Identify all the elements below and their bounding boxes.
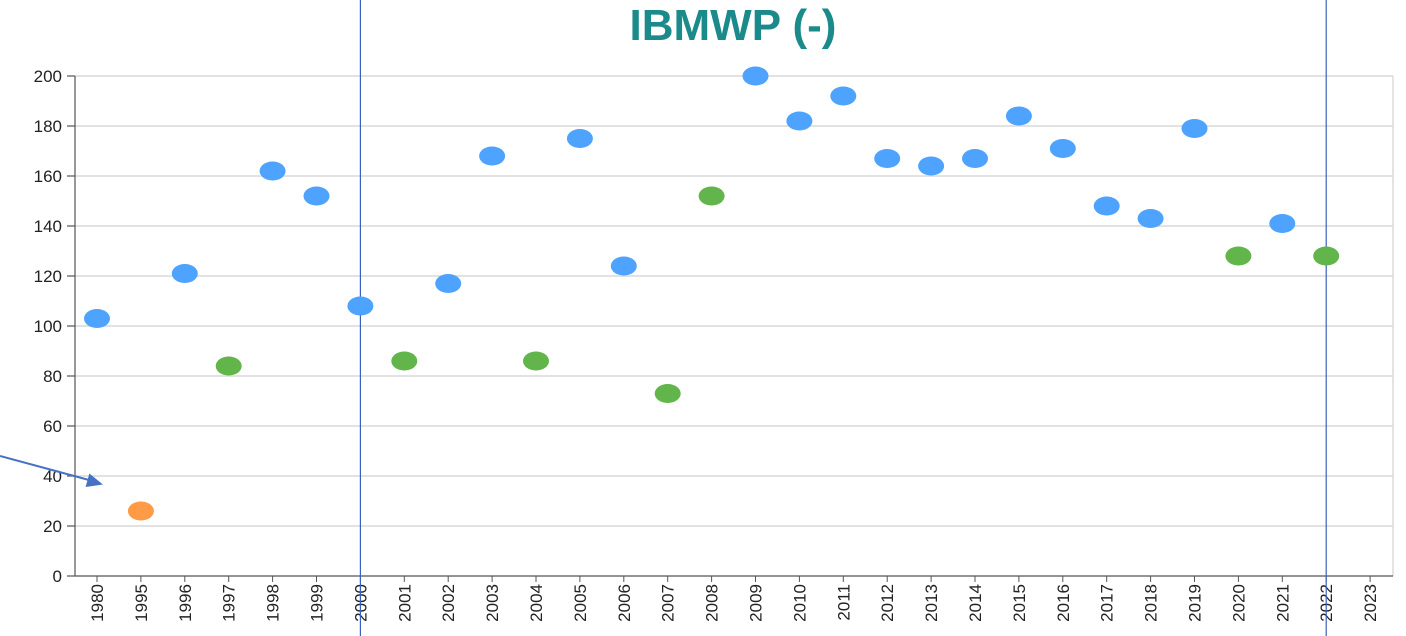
data-point-2006 bbox=[610, 256, 637, 276]
data-point-2016 bbox=[1049, 139, 1076, 158]
x-tick-label: 1998 bbox=[264, 584, 283, 622]
x-tick-label: 2016 bbox=[1054, 584, 1073, 622]
gridlines bbox=[75, 75, 1394, 576]
data-point-2001 bbox=[391, 351, 418, 371]
x-tick-label: 2004 bbox=[527, 584, 546, 622]
x-tick-label: 2019 bbox=[1186, 584, 1205, 622]
data-point-2019 bbox=[1181, 119, 1208, 138]
data-point-2015 bbox=[1005, 106, 1032, 126]
y-tick-label: 0 bbox=[53, 567, 62, 586]
y-tick-label: 100 bbox=[34, 317, 62, 336]
x-tick-label: 2006 bbox=[615, 584, 634, 622]
y-tick-label: 120 bbox=[34, 267, 62, 286]
data-point-2000 bbox=[347, 296, 374, 316]
data-point-2018 bbox=[1137, 209, 1164, 228]
x-tick-label: 2013 bbox=[922, 584, 941, 622]
data-point-1997 bbox=[215, 356, 242, 376]
data-point-2007 bbox=[654, 384, 681, 403]
y-tick-label: 140 bbox=[34, 217, 62, 236]
data-point-2011 bbox=[830, 86, 857, 106]
y-tick-label: 60 bbox=[43, 417, 62, 436]
x-tick-label: 2005 bbox=[571, 584, 590, 622]
x-tick-label: 2001 bbox=[395, 584, 414, 622]
x-tick-label: 2008 bbox=[703, 584, 722, 622]
data-point-1996 bbox=[171, 264, 198, 283]
data-point-2002 bbox=[435, 274, 462, 293]
data-point-2017 bbox=[1093, 196, 1120, 216]
annotations bbox=[0, 455, 103, 487]
x-tick-label: 1996 bbox=[176, 584, 195, 622]
data-point-1980 bbox=[84, 309, 110, 328]
x-tick-label: 1997 bbox=[220, 584, 239, 622]
x-tick-label: 2023 bbox=[1361, 584, 1380, 622]
x-tick-label: 2011 bbox=[834, 584, 853, 621]
data-point-2012 bbox=[874, 149, 901, 168]
y-tick-label: 20 bbox=[43, 517, 62, 536]
data-point-2004 bbox=[523, 351, 549, 371]
x-tick-label: 2017 bbox=[1098, 584, 1117, 622]
y-tick-label: 180 bbox=[34, 117, 62, 136]
annotation-arrow-head bbox=[85, 473, 103, 487]
chart-title: IBMWP (-) bbox=[630, 1, 837, 50]
data-point-2003 bbox=[479, 146, 506, 166]
x-tick-label: 2021 bbox=[1273, 584, 1292, 622]
data-point-1995 bbox=[127, 501, 154, 521]
data-point-2014 bbox=[962, 149, 988, 168]
x-tick-label: 2007 bbox=[659, 584, 678, 622]
data-point-2008 bbox=[698, 186, 725, 206]
data-point-2020 bbox=[1225, 246, 1252, 266]
x-tick-label: 2002 bbox=[439, 584, 458, 622]
x-tick-label: 2014 bbox=[966, 584, 985, 622]
data-point-1998 bbox=[259, 161, 286, 181]
x-tick-label: 2009 bbox=[747, 584, 766, 622]
data-point-2022 bbox=[1313, 246, 1340, 266]
x-tick-label: 1995 bbox=[132, 584, 151, 622]
reference-lines bbox=[359, 0, 1327, 636]
annotation-arrow-shaft bbox=[0, 455, 92, 482]
y-tick-label: 160 bbox=[34, 167, 62, 186]
x-tick-label: 1999 bbox=[308, 584, 327, 622]
data-point-1999 bbox=[303, 186, 330, 206]
x-tick-label: 2003 bbox=[483, 584, 502, 622]
y-tick-label: 80 bbox=[43, 367, 62, 386]
x-tick-label: 1980 bbox=[88, 584, 107, 622]
x-tick-label: 2018 bbox=[1142, 584, 1161, 622]
y-tick-label: 200 bbox=[34, 67, 62, 86]
data-point-2010 bbox=[786, 111, 813, 131]
x-tick-label: 2012 bbox=[878, 584, 897, 622]
data-point-2005 bbox=[566, 129, 593, 148]
x-tick-label: 2010 bbox=[790, 584, 809, 622]
data-point-2021 bbox=[1269, 214, 1296, 233]
data-points bbox=[84, 66, 1340, 521]
x-tick-label: 2020 bbox=[1229, 584, 1248, 622]
data-point-2009 bbox=[742, 66, 769, 86]
x-tick-label: 2015 bbox=[1010, 584, 1029, 622]
data-point-2013 bbox=[918, 156, 945, 176]
